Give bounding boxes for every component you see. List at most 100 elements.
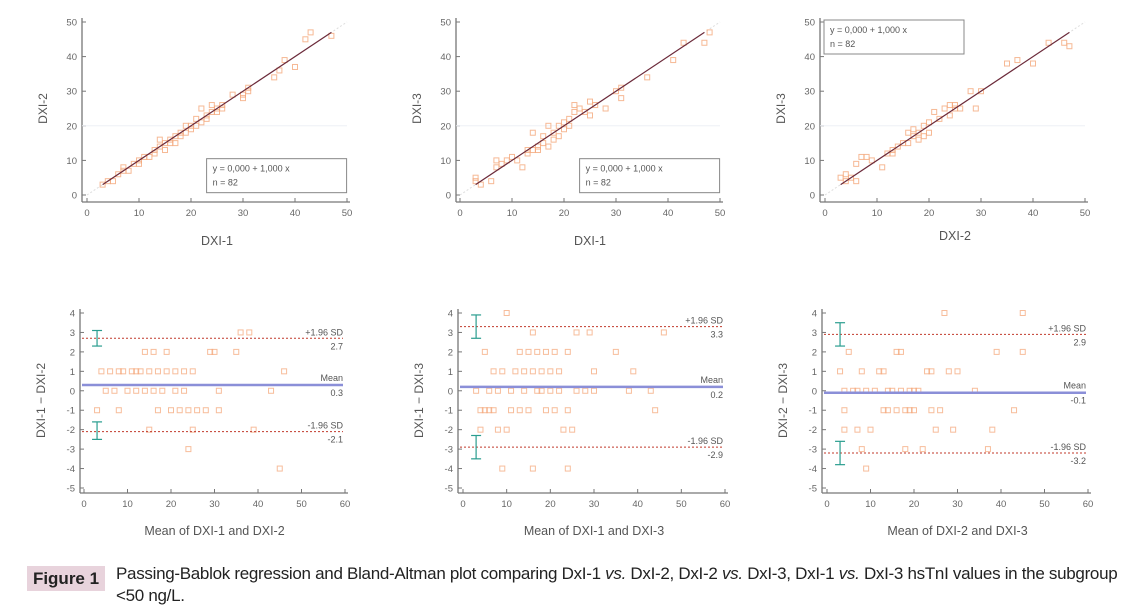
data-point <box>271 74 278 81</box>
data-point <box>182 129 189 136</box>
data-point <box>488 178 495 185</box>
data-point <box>680 39 687 46</box>
data-point <box>159 387 166 394</box>
data-point <box>928 368 935 375</box>
data-point <box>893 348 900 355</box>
data-point <box>125 167 132 174</box>
data-point <box>868 157 875 164</box>
data-point <box>281 368 288 375</box>
data-point <box>486 387 493 394</box>
data-point <box>842 178 849 185</box>
x-tick-label: 50 <box>1080 208 1091 219</box>
x-tick-label: 50 <box>715 208 726 219</box>
legend-box: y = 0,000 + 1,000 x n = 82 <box>823 19 965 55</box>
x-tick-label: 60 <box>720 499 731 510</box>
data-point <box>189 368 196 375</box>
figure-caption: Passing-Bablok regression and Bland-Altm… <box>116 563 1126 607</box>
y-axis-label: DXI-2 − DXI-3 <box>776 363 790 438</box>
y-tick-label: 0 <box>70 386 75 397</box>
data-point <box>203 115 210 122</box>
data-point <box>219 105 226 112</box>
data-point <box>503 157 510 164</box>
data-point <box>920 133 927 140</box>
data-point <box>498 160 505 167</box>
data-point <box>945 368 952 375</box>
y-tick-label: 0 <box>72 191 77 202</box>
x-tick-label: 60 <box>1083 499 1094 510</box>
data-point <box>503 426 510 433</box>
x-tick-label: 40 <box>290 208 301 219</box>
data-point <box>137 368 144 375</box>
passing-bablok-dxi1-dxi3: 0 10 20 30 40 50 0 10 20 30 40 50 DXI-3 DXI-1 y = 0,00… <box>410 18 725 249</box>
data-point <box>984 446 991 453</box>
data-point <box>472 174 479 181</box>
data-point <box>111 387 118 394</box>
regression-equation: y = 0,000 + 1,000 x <box>213 164 291 174</box>
y-tick-label: 20 <box>66 121 77 132</box>
data-point <box>837 368 844 375</box>
data-point <box>107 368 114 375</box>
data-point <box>853 178 860 185</box>
data-point <box>163 348 170 355</box>
data-point <box>181 368 188 375</box>
data-point <box>472 178 479 185</box>
data-point <box>146 153 153 160</box>
data-point <box>560 426 567 433</box>
regression-equation: y = 0,000 + 1,000 x <box>586 164 664 174</box>
data-point <box>910 133 917 140</box>
data-point <box>837 174 844 181</box>
data-point <box>150 387 157 394</box>
x-tick-label: 10 <box>122 499 133 510</box>
y-tick-label: 1 <box>70 367 75 378</box>
data-point <box>211 348 218 355</box>
data-point <box>937 407 944 414</box>
data-point <box>972 105 979 112</box>
data-point <box>550 136 557 143</box>
data-point <box>154 368 161 375</box>
data-point <box>587 98 593 105</box>
data-point <box>946 112 953 119</box>
data-point <box>189 426 196 433</box>
y-tick-label: 1 <box>448 367 453 378</box>
data-point <box>1061 39 1068 46</box>
data-point <box>481 407 488 414</box>
data-point <box>172 368 179 375</box>
y-tick-label: 20 <box>804 121 815 132</box>
data-point <box>581 108 588 115</box>
y-tick-label: 10 <box>66 156 77 167</box>
data-point <box>115 368 122 375</box>
data-point <box>168 407 174 414</box>
data-point <box>542 348 549 355</box>
data-point <box>1004 60 1010 67</box>
data-point <box>906 407 913 414</box>
data-point <box>905 140 912 147</box>
data-point <box>156 136 163 143</box>
data-point <box>516 407 523 414</box>
data-point <box>915 136 922 143</box>
data-point <box>854 426 861 433</box>
data-point <box>245 88 252 95</box>
data-point <box>188 126 194 133</box>
x-axis-label: Mean of DXI-2 and DXI-3 <box>887 524 1027 538</box>
x-axis-label: DXI-1 <box>574 234 606 248</box>
upper-loa-value: 2.7 <box>330 341 343 351</box>
data-point <box>1045 39 1052 46</box>
data-point <box>551 348 558 355</box>
data-point <box>876 368 883 375</box>
data-point <box>203 112 210 119</box>
data-point <box>202 407 209 414</box>
y-tick-label: 40 <box>440 52 451 63</box>
data-point <box>902 446 909 453</box>
caption-part: vs. <box>838 564 860 583</box>
data-point <box>967 88 974 95</box>
data-point <box>902 407 909 414</box>
y-axis-label: DXI-1 − DXI-2 <box>34 363 48 438</box>
y-tick-label: 10 <box>804 156 815 167</box>
upper-loa-value: 3.3 <box>710 330 723 340</box>
lower-loa-value: -2.1 <box>327 435 343 445</box>
y-tick-label: -5 <box>67 484 75 495</box>
caption-part: vs. <box>605 564 626 583</box>
data-point <box>561 126 567 133</box>
data-point <box>233 348 240 355</box>
data-point <box>328 32 335 39</box>
